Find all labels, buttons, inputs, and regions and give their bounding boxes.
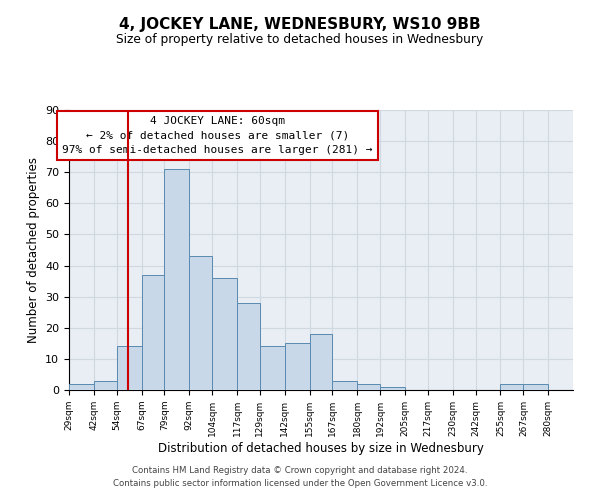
Bar	[285, 344, 310, 390]
X-axis label: Distribution of detached houses by size in Wednesbury: Distribution of detached houses by size …	[158, 442, 484, 454]
Bar	[117, 346, 142, 390]
Bar	[94, 380, 117, 390]
Text: 4 JOCKEY LANE: 60sqm
← 2% of detached houses are smaller (7)
97% of semi-detache: 4 JOCKEY LANE: 60sqm ← 2% of detached ho…	[62, 116, 373, 155]
Bar	[189, 256, 212, 390]
Bar	[310, 334, 332, 390]
Y-axis label: Number of detached properties: Number of detached properties	[26, 157, 40, 343]
Bar	[69, 384, 94, 390]
Text: Size of property relative to detached houses in Wednesbury: Size of property relative to detached ho…	[116, 32, 484, 46]
Bar	[260, 346, 285, 390]
Bar	[212, 278, 237, 390]
Bar	[500, 384, 523, 390]
Bar	[380, 387, 405, 390]
Bar	[142, 275, 164, 390]
Text: Contains HM Land Registry data © Crown copyright and database right 2024.
Contai: Contains HM Land Registry data © Crown c…	[113, 466, 487, 487]
Bar	[332, 380, 357, 390]
Bar	[237, 303, 260, 390]
Bar	[164, 169, 189, 390]
Text: 4, JOCKEY LANE, WEDNESBURY, WS10 9BB: 4, JOCKEY LANE, WEDNESBURY, WS10 9BB	[119, 18, 481, 32]
Bar	[357, 384, 380, 390]
Bar	[523, 384, 548, 390]
